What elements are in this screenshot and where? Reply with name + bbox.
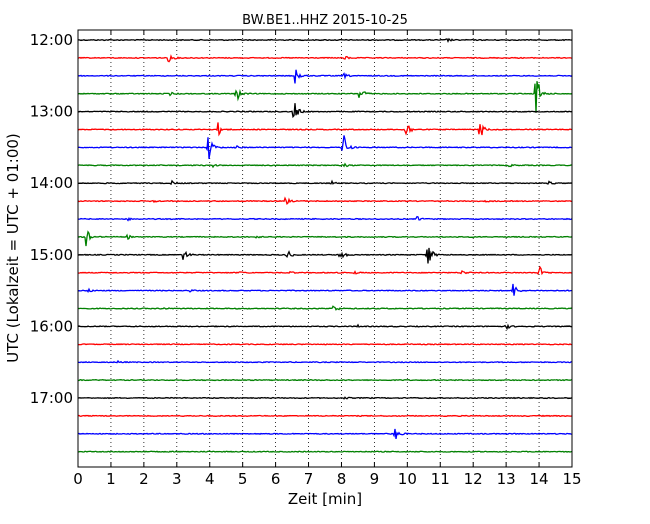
- grid-lines: [110, 30, 540, 467]
- axis-ticks: 0 1 2 3 4 5 6 7 8 9 10 11 12 13 14 1512:0013:0014:0015:…: [30, 30, 582, 488]
- plot-frame: [77, 29, 573, 468]
- y-tick-label: 14:00: [30, 174, 73, 192]
- x-tick-label: 2: [139, 470, 149, 488]
- trace-1715: [77, 414, 573, 418]
- trace-1300: [78, 103, 573, 119]
- y-tick-label: 13:00: [30, 103, 73, 121]
- trace-1730: [77, 428, 572, 440]
- x-tick-label: 5: [238, 470, 248, 488]
- trace-1445: [77, 230, 573, 247]
- x-tick-label: 10: [398, 470, 417, 488]
- trace-1745: [77, 450, 573, 453]
- trace-1200: [77, 37, 573, 43]
- trace-1245: [77, 81, 573, 113]
- trace-1230: [77, 69, 573, 84]
- trace-1400: [78, 179, 573, 186]
- x-tick-label: 14: [530, 470, 549, 488]
- trace-1500: [77, 247, 573, 264]
- x-tick-label: 13: [497, 470, 516, 488]
- trace-1545: [77, 305, 573, 311]
- x-tick-label: 12: [464, 470, 483, 488]
- x-tick-label: 6: [271, 470, 281, 488]
- trace-1430: [77, 215, 573, 222]
- trace-1345: [77, 162, 573, 169]
- y-tick-label: 15:00: [30, 246, 73, 264]
- x-tick-label: 15: [562, 470, 581, 488]
- x-tick-label: 7: [304, 470, 314, 488]
- trace-1600: [77, 323, 573, 331]
- trace-1645: [77, 378, 573, 382]
- trace-1515: [77, 265, 573, 276]
- trace-1415: [77, 196, 572, 205]
- trace-1330: [77, 135, 572, 160]
- trace-1630: [77, 359, 573, 364]
- chart-title: BW.BE1..HHZ 2015-10-25: [242, 13, 408, 28]
- x-tick-label: 0: [73, 470, 83, 488]
- x-tick-label: 4: [205, 470, 215, 488]
- trace-1530: [77, 283, 573, 296]
- x-tick-label: 9: [370, 470, 380, 488]
- trace-1215: [77, 54, 573, 63]
- trace-1615: [77, 343, 573, 346]
- x-tick-label: 1: [106, 470, 116, 488]
- trace-1315: [77, 122, 573, 137]
- x-tick-label: 11: [431, 470, 450, 488]
- trace-1700: [77, 396, 573, 400]
- y-tick-label: 12:00: [30, 31, 73, 49]
- x-axis-label: Zeit [min]: [288, 490, 362, 508]
- trace-layer: [77, 37, 573, 453]
- y-axis-label: UTC (Lokalzeit = UTC + 01:00): [4, 133, 22, 363]
- y-tick-label: 16:00: [30, 317, 73, 335]
- x-tick-label: 8: [337, 470, 347, 488]
- y-tick-label: 17:00: [30, 389, 73, 407]
- x-tick-label: 3: [172, 470, 182, 488]
